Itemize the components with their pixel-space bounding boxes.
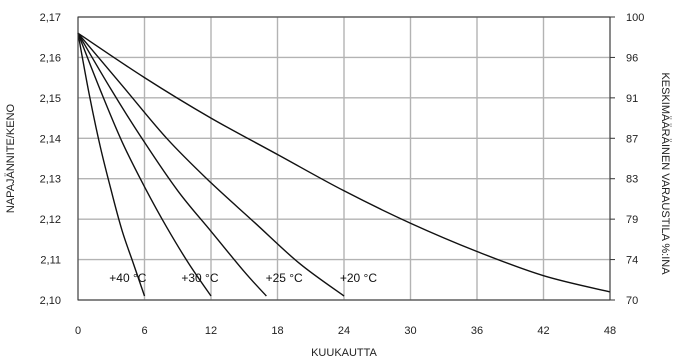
x-tick-label: 42 xyxy=(537,325,549,337)
right-tick-label: 91 xyxy=(626,93,638,105)
x-tick-label: 48 xyxy=(604,325,616,337)
series-curves xyxy=(77,32,611,297)
x-tick-label: 30 xyxy=(404,325,416,337)
right-tick-labels: 70 74 79 83 87 91 96 100 xyxy=(610,12,644,307)
series-curve xyxy=(77,33,146,297)
left-tick-label: 2,10 xyxy=(40,295,61,307)
right-tick-label: 79 xyxy=(626,214,638,226)
series-labels: +40 °C +30 °C +25 °C +20 °C xyxy=(109,271,377,285)
right-tick-label: 87 xyxy=(626,133,638,145)
left-tick-label: 2,17 xyxy=(40,12,61,24)
x-tick-label: 12 xyxy=(205,325,217,337)
x-tick-labels: 0 6 12 18 24 30 36 42 48 xyxy=(75,325,616,337)
series-curve xyxy=(77,32,212,297)
right-tick-label: 74 xyxy=(626,255,638,267)
series-label: +25 °C xyxy=(266,271,303,285)
grid-lines xyxy=(77,16,611,301)
series-curve xyxy=(77,32,611,293)
series-label: +40 °C xyxy=(109,271,146,285)
left-tick-label: 2,14 xyxy=(40,133,61,145)
right-tick-label: 70 xyxy=(626,295,638,307)
plot-frame xyxy=(77,16,611,301)
series-curve xyxy=(77,32,345,297)
left-tick-label: 2,16 xyxy=(40,52,61,64)
left-y-axis-title: NAPAJÄNNITE/KENO xyxy=(5,103,17,213)
right-tick-label: 83 xyxy=(626,174,638,186)
x-tick-label: 18 xyxy=(271,325,283,337)
right-tick-label: 96 xyxy=(626,52,638,64)
left-tick-label: 2,13 xyxy=(40,174,61,186)
x-tick-label: 6 xyxy=(141,325,147,337)
x-tick-label: 36 xyxy=(471,325,483,337)
x-tick-label: 24 xyxy=(338,325,350,337)
series-curve xyxy=(77,32,267,297)
left-tick-label: 2,12 xyxy=(40,214,61,226)
right-y-axis-title: KESKIMÄÄRÄINEN VARAUSTILA %:INA xyxy=(659,72,671,275)
series-label: +20 °C xyxy=(340,271,377,285)
series-label: +30 °C xyxy=(181,271,218,285)
right-tick-label: 100 xyxy=(626,12,644,24)
left-tick-label: 2,11 xyxy=(40,255,61,267)
left-tick-labels: 2,10 2,11 2,12 2,13 2,14 2,15 2,16 2,17 xyxy=(40,12,61,307)
x-axis-title: KUUKAUTTA xyxy=(311,347,377,359)
left-tick-label: 2,15 xyxy=(40,93,61,105)
x-tick-label: 0 xyxy=(75,325,81,337)
